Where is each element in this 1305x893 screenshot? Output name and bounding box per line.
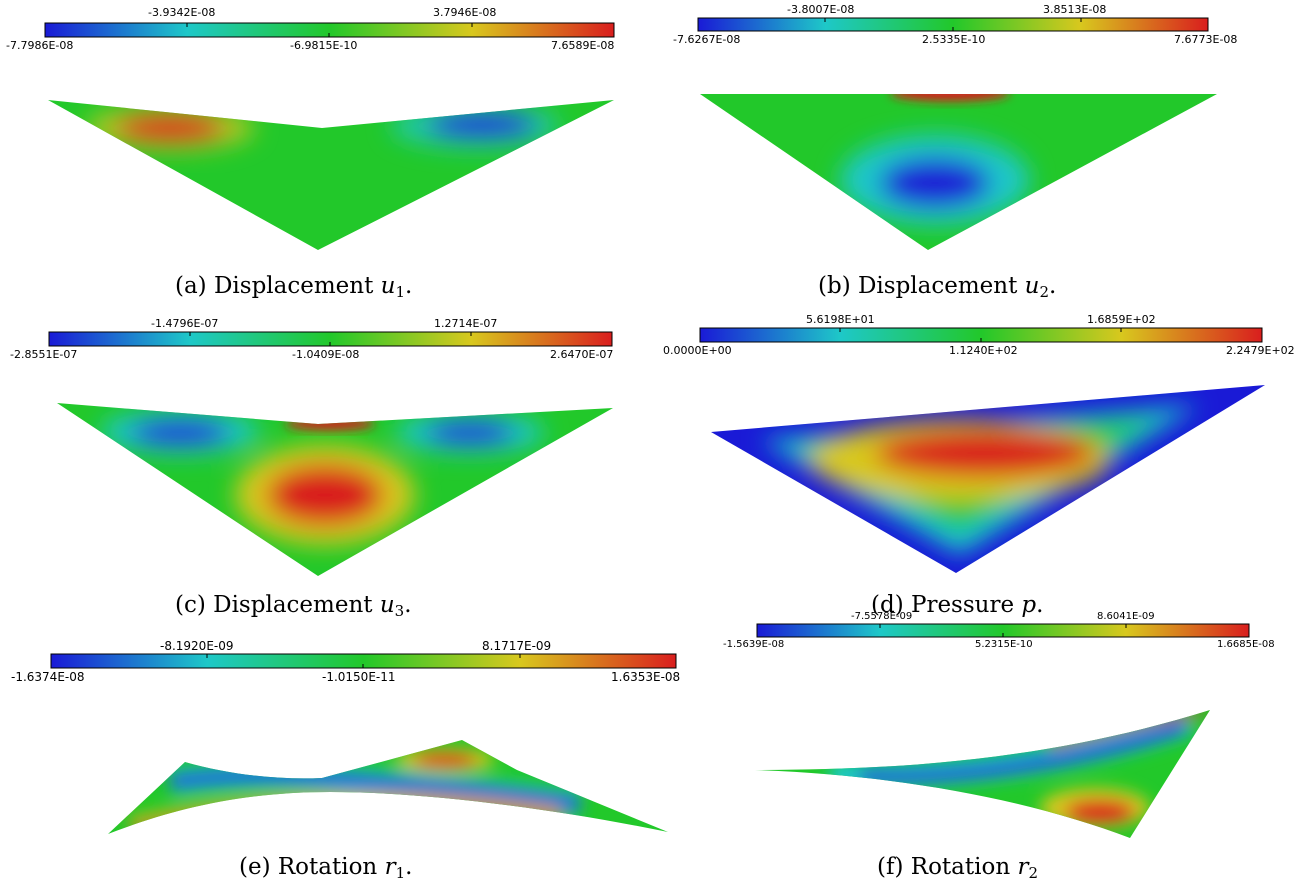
colorbar-label-q3: 3.7946E-08 [433,6,497,19]
caption-variable: r [1017,854,1029,880]
colorbar-label-mid: -6.9815E-10 [290,39,358,52]
colorbar-label-max: 1.6685E-08 [1217,639,1275,650]
colorbar-label-max: 7.6589E-08 [551,39,615,52]
caption-end: . [405,273,413,299]
colorbar-label-q3: 3.8513E-08 [1043,3,1107,16]
colorbar-label-max: 7.6773E-08 [1174,33,1238,46]
contour-plot-f [755,710,1210,838]
caption-subscript: 1 [395,283,406,301]
colorbar-label-min: -7.7986E-08 [6,39,74,52]
colorbar-label-min: 0.0000E+00 [663,344,732,357]
caption-label: (b) Displacement [818,273,1018,299]
caption-variable: r [384,854,396,880]
colorbar-label-q3: 1.6859E+02 [1087,313,1156,326]
caption-variable: u [1024,273,1040,299]
colorbar-label-q1: 5.6198E+01 [806,313,875,326]
colorbar-label-q1: -3.8007E-08 [787,3,855,16]
caption-subscript: 1 [395,864,406,882]
caption-subscript: 2 [1028,864,1039,882]
colorbar-label-max: 2.2479E+02 [1226,344,1295,357]
colorbar-label-min: -2.8551E-07 [10,348,78,361]
caption-b: (b) Displacement u2. [818,275,1056,300]
contour-plot-d [711,385,1265,573]
contour-plot-e [108,740,668,834]
caption-label: (c) Displacement [175,592,373,618]
colorbar-label-q3: 8.1717E-09 [482,639,552,653]
caption-end: . [405,854,413,880]
colorbar-label-min: -1.5639E-08 [723,639,785,650]
caption-d: (d) Pressure p. [871,594,1043,617]
panel-d [699,327,1265,573]
contour-plot-a [48,100,614,250]
caption-e: (e) Rotation r1. [239,856,412,881]
caption-label: (f) Rotation [877,854,1011,880]
caption-c: (c) Displacement u3. [175,594,412,619]
colorbar-label-max: 2.6470E-07 [550,348,614,361]
panel-c [48,331,613,576]
colorbar-label-min: -1.6374E-08 [11,670,85,684]
colorbar-label-min: -7.6267E-08 [673,33,741,46]
colorbar-label-mid: 5.2315E-10 [975,639,1033,650]
colorbar-label-q3: 8.6041E-09 [1097,611,1155,622]
panel-a [44,22,615,250]
colorbar-label-mid: 1.1240E+02 [949,344,1018,357]
panel-b [697,17,1217,250]
colorbar-label-q3: 1.2714E-07 [434,317,498,330]
colorbar-label-mid: -1.0150E-11 [322,670,396,684]
colorbar-label-q1: -1.4796E-07 [151,317,219,330]
colorbar-label-max: 1.6353E-08 [611,670,681,684]
caption-subscript: 2 [1039,283,1050,301]
caption-end: . [1049,273,1057,299]
colorbar-label-q1: -3.9342E-08 [148,6,216,19]
contour-plot-c [57,403,613,576]
caption-end: . [404,592,412,618]
caption-end: . [1036,592,1044,618]
caption-label: (e) Rotation [239,854,378,880]
caption-variable: u [379,592,395,618]
panel-f [755,623,1250,838]
caption-f: (f) Rotation r2 [877,856,1038,881]
contour-plot-b [700,94,1217,250]
caption-subscript: 3 [394,602,405,620]
caption-label: (d) Pressure [871,592,1015,618]
caption-a: (a) Displacement u1. [175,275,412,300]
colorbar-label-mid: 2.5335E-10 [922,33,986,46]
colorbar-label-q1: -7.5578E-09 [851,611,913,622]
caption-variable: p [1021,592,1037,618]
caption-label: (a) Displacement [175,273,374,299]
caption-variable: u [380,273,396,299]
colorbar-label-q1: -8.1920E-09 [160,639,234,653]
colorbar-label-mid: -1.0409E-08 [292,348,360,361]
